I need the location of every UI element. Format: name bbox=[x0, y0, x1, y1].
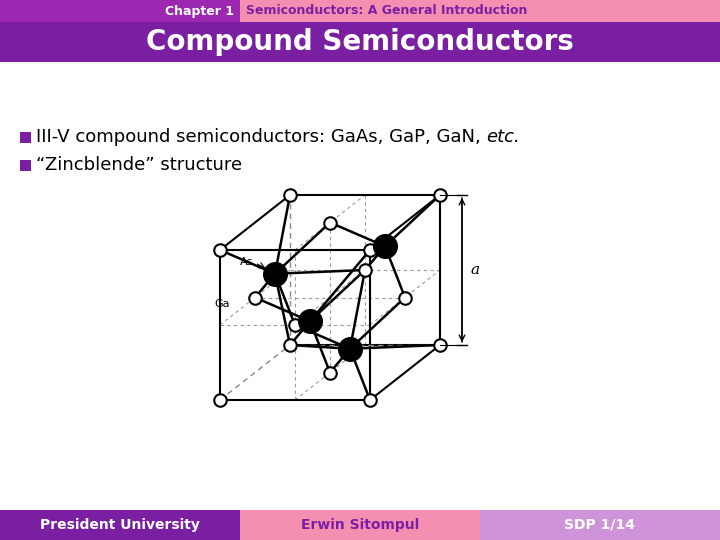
Bar bbox=[0, 0, 240, 22]
Text: Compound Semiconductors: Compound Semiconductors bbox=[146, 28, 574, 56]
Bar bbox=[0, 510, 240, 540]
Text: Erwin Sitompul: Erwin Sitompul bbox=[301, 518, 419, 532]
Text: Chapter 1: Chapter 1 bbox=[165, 4, 234, 17]
Text: SDP 1/14: SDP 1/14 bbox=[564, 518, 636, 532]
Bar bbox=[0, 22, 720, 62]
Bar bbox=[240, 0, 720, 22]
Text: President University: President University bbox=[40, 518, 200, 532]
Text: “Zincblende” structure: “Zincblende” structure bbox=[36, 156, 242, 174]
Text: Semiconductors: A General Introduction: Semiconductors: A General Introduction bbox=[246, 4, 527, 17]
Text: a: a bbox=[470, 263, 479, 277]
Text: As: As bbox=[240, 256, 253, 267]
Text: Ga: Ga bbox=[214, 299, 230, 309]
Bar bbox=[20, 159, 31, 171]
Bar bbox=[240, 510, 480, 540]
Text: etc.: etc. bbox=[487, 128, 521, 146]
Bar bbox=[20, 132, 31, 143]
Bar bbox=[480, 510, 720, 540]
Text: III-V compound semiconductors: GaAs, GaP, GaN,: III-V compound semiconductors: GaAs, GaP… bbox=[36, 128, 487, 146]
